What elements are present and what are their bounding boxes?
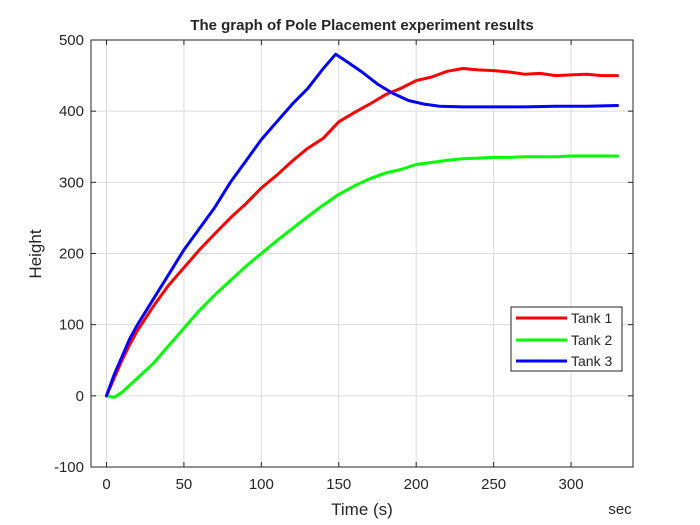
y-tick-label: 300 [59,174,84,191]
legend-label-tank-3: Tank 3 [571,353,612,369]
x-tick-label: 300 [559,476,584,493]
series-line-tank-2 [105,154,619,399]
x-tick-label: 150 [326,476,351,493]
legend-label-tank-2: Tank 2 [571,332,612,348]
series-lines [105,52,619,399]
x-tick-label: 0 [102,476,110,493]
y-tick-label: 200 [59,246,84,263]
y-tick-label: 500 [59,32,84,49]
x-tick-label: 50 [176,476,193,493]
x-tick-label: 100 [249,476,274,493]
x-axis-unit-label: sec [608,501,632,518]
legend: Tank 1 Tank 2 Tank 3 [510,306,623,372]
y-tick-label: 0 [76,388,84,405]
y-tick-label: -100 [54,459,84,476]
series-line-tank-1 [105,67,619,398]
y-axis-label: Height [26,229,45,278]
x-axis-label: Time (s) [331,500,393,519]
y-tick-label: 400 [59,103,84,120]
axis-ticks: 0 50 100 150 200 250 300 -100 0 100 200 300 400 500 [54,32,633,493]
x-tick-label: 200 [404,476,429,493]
y-tick-label: 100 [59,317,84,334]
series-line-tank-3 [105,52,619,398]
x-tick-label: 250 [481,476,506,493]
chart-title: The graph of Pole Placement experiment r… [190,17,533,34]
legend-label-tank-1: Tank 1 [571,310,612,326]
